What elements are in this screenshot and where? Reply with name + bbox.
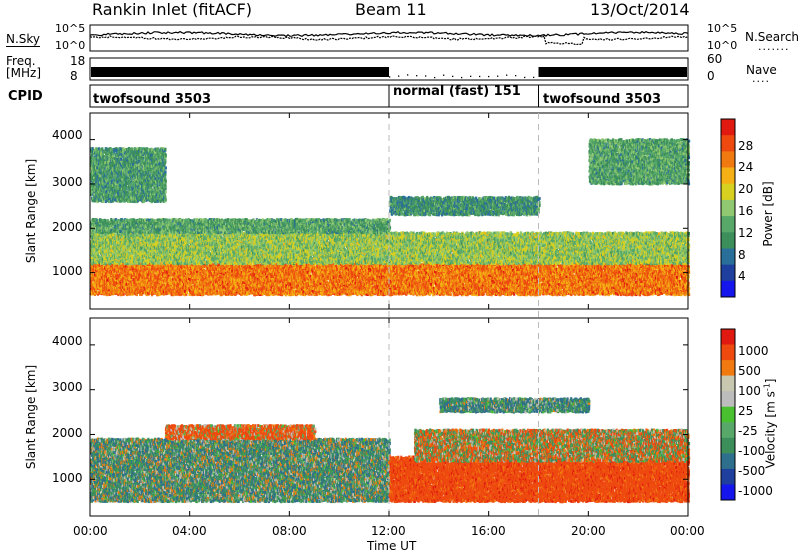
freq-block — [91, 67, 389, 77]
freq-dot — [461, 77, 462, 78]
freq-dot — [398, 75, 399, 76]
noise-sky-trace — [90, 32, 688, 37]
freq-dot — [506, 75, 507, 76]
freq-dot — [515, 75, 516, 76]
freq-dot — [497, 76, 498, 77]
freq-dot — [479, 76, 480, 77]
freq-dot — [425, 75, 426, 76]
freq-dot — [470, 76, 471, 77]
freq-dot — [407, 74, 408, 75]
freq-dot — [524, 77, 525, 78]
freq-dot — [434, 77, 435, 78]
noise-traces — [90, 32, 688, 45]
noise-panel-frame — [90, 25, 688, 51]
echo-cell — [92, 281, 94, 284]
freq-dot — [533, 77, 534, 78]
noise-search-trace — [90, 36, 688, 45]
freq-block — [539, 67, 688, 77]
freq-dot — [416, 75, 417, 76]
freq-dot — [443, 75, 444, 76]
freq-dot — [389, 76, 390, 77]
power-heatmap — [90, 138, 690, 296]
freq-dot — [452, 76, 453, 77]
freq-traces — [91, 67, 687, 78]
freq-dot — [488, 76, 489, 77]
